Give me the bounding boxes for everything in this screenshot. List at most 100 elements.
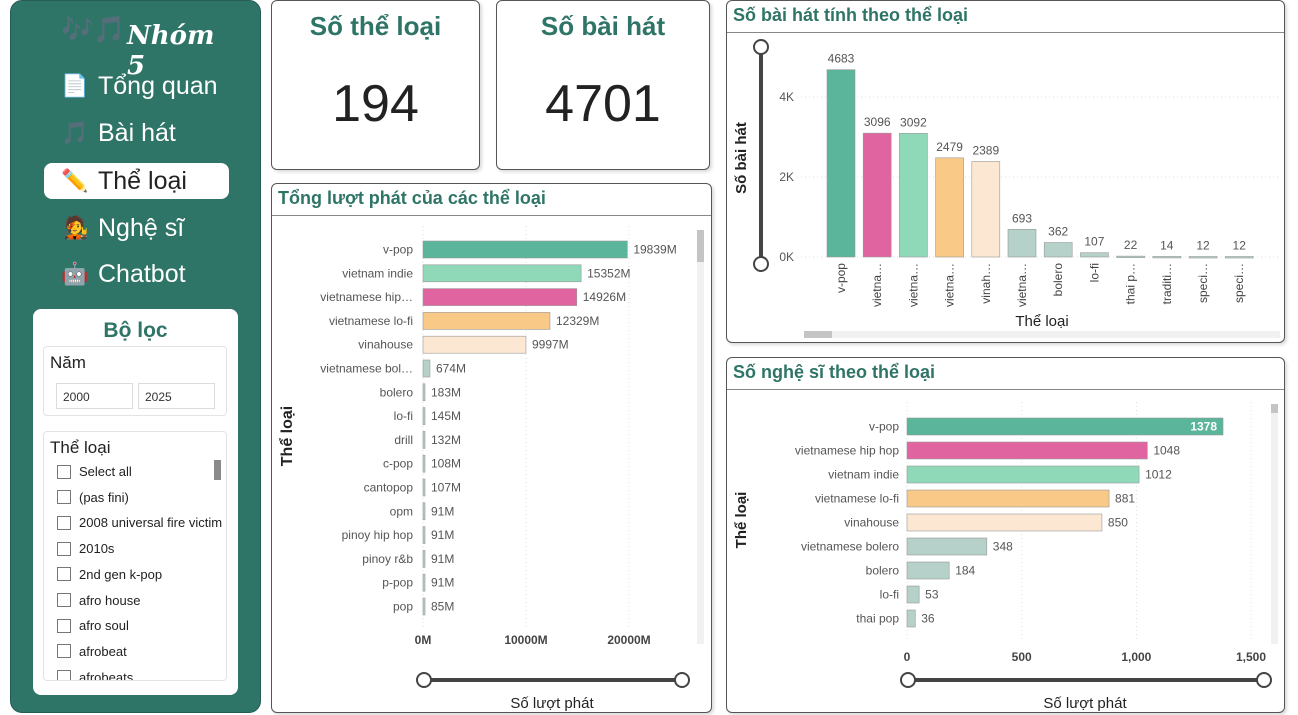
bar	[422, 431, 426, 449]
scrollbar-thumb[interactable]	[804, 331, 832, 338]
y-tick-label: cantopop	[364, 481, 414, 495]
plays-by-genre-panel: Tổng lượt phát của các thể loại v-pop 198…	[271, 183, 712, 713]
checkbox[interactable]	[57, 464, 71, 479]
nav-item-2[interactable]: ✏️ Thể loại	[44, 163, 229, 199]
data-label: 183M	[431, 385, 461, 399]
scrollbar-thumb[interactable]	[697, 230, 704, 262]
checkbox[interactable]	[57, 670, 71, 680]
checkbox[interactable]	[57, 593, 71, 607]
data-label: 14	[1160, 238, 1174, 252]
genre-count-title: Số thể loại	[309, 11, 442, 41]
y-range-slider-handle[interactable]	[753, 256, 769, 272]
y-tick-label: drill	[394, 433, 413, 447]
y-axis-title: Thể loại	[733, 492, 750, 549]
y-tick-label: vietnamese lo-fi	[815, 492, 899, 506]
bar	[422, 264, 582, 283]
data-label: 2389	[972, 143, 999, 157]
x-range-slider-handle[interactable]	[416, 672, 432, 688]
data-label: 850	[1108, 516, 1128, 530]
year-to-input[interactable]: 2025	[138, 383, 215, 409]
y-tick-label: vietnam indie	[828, 468, 899, 482]
data-label: 674M	[436, 362, 466, 376]
data-label: 184	[955, 564, 975, 578]
x-axis-title: Số lượt phát	[510, 695, 594, 712]
data-label: 1048	[1153, 444, 1180, 458]
data-label: 36	[921, 612, 935, 626]
genre-option[interactable]: 2nd gen k-pop	[57, 567, 222, 582]
bar	[971, 161, 1001, 258]
nav-item-label: Bài hát	[98, 118, 176, 147]
logo: 🎶🎵 Nhóm 5	[61, 11, 221, 81]
songs-chart-title: Số bài hát tính theo thể loại	[733, 5, 969, 25]
data-label: 881	[1115, 492, 1135, 506]
x-tick-label: lo-fi	[1087, 263, 1101, 282]
artists-chart-title: Số nghệ sĩ theo thể loại	[733, 362, 936, 382]
data-label: 107M	[431, 481, 461, 495]
y-tick-label: bolero	[380, 385, 414, 399]
data-label: 1378	[1190, 420, 1217, 434]
genre-option[interactable]: afro soul	[57, 618, 222, 633]
nav-item-4[interactable]: 🤖 Chatbot	[44, 256, 229, 292]
checkbox[interactable]	[57, 567, 71, 582]
bar	[1007, 228, 1037, 258]
nav-item-1[interactable]: 🎵 Bài hát	[44, 115, 229, 151]
x-range-slider-handle[interactable]	[1256, 672, 1272, 688]
y-tick-label: vietnamese hip hop	[795, 444, 899, 458]
y-tick-label: v-pop	[383, 243, 413, 257]
data-label: 4683	[828, 52, 855, 66]
checkbox[interactable]	[57, 490, 71, 505]
y-tick-label: vietnamese hip…	[320, 290, 413, 304]
genre-option[interactable]: (pas fini)	[57, 490, 222, 505]
x-tick-label: speci…	[1196, 263, 1210, 303]
y-range-slider-handle[interactable]	[753, 39, 769, 55]
scrollbar-thumb[interactable]	[1271, 404, 1278, 413]
nav-item-label: Chatbot	[98, 259, 186, 288]
song-count-value: 4701	[545, 75, 661, 133]
y-tick-label: lo-fi	[394, 409, 413, 423]
genre-option[interactable]: afrobeat	[57, 644, 222, 659]
plays-chart-title: Tổng lượt phát của các thể loại	[278, 188, 546, 208]
checkbox[interactable]	[57, 515, 71, 530]
bar	[422, 550, 426, 568]
genre-option[interactable]: Select all	[57, 464, 222, 479]
bar	[1224, 256, 1254, 259]
genre-option[interactable]: 2008 universal fire victim	[57, 515, 222, 530]
y-tick-label: bolero	[866, 564, 900, 578]
data-label: 22	[1124, 238, 1138, 252]
data-label: 19839M	[633, 243, 676, 257]
x-axis-title: Thể loại	[1015, 313, 1068, 330]
x-tick-label: 1,000	[1121, 650, 1151, 664]
artists-chart: v-pop 1378 vietnamese hip hop 1048 vietnam i…	[733, 402, 1278, 712]
genre-count-value: 194	[332, 75, 419, 133]
genre-option[interactable]: afro house	[57, 593, 222, 608]
x-tick-label: bolero	[1051, 263, 1065, 297]
bar	[906, 537, 988, 556]
x-range-slider-handle[interactable]	[900, 672, 916, 688]
data-label: 91M	[431, 576, 454, 590]
bar	[1152, 256, 1182, 259]
genre-option-label: afro soul	[79, 618, 129, 634]
checkbox[interactable]	[57, 541, 71, 556]
checkbox[interactable]	[57, 644, 71, 659]
nav-item-0[interactable]: 📄 Tổng quan	[44, 68, 229, 104]
genre-option-label: afro house	[79, 592, 141, 608]
nav-item-3[interactable]: 🧑‍🎤 Nghệ sĩ	[44, 210, 229, 246]
bar	[422, 573, 426, 592]
data-label: 132M	[431, 433, 461, 447]
y-tick-label: vietnamese bol…	[320, 362, 413, 376]
year-from-input[interactable]: 2000	[56, 383, 133, 409]
genre-option[interactable]: 2010s	[57, 541, 222, 556]
divider	[727, 32, 1284, 33]
genre-list-scrollbar[interactable]	[214, 460, 221, 480]
year-slicer: Năm 2000 2025	[43, 346, 227, 416]
data-label: 91M	[431, 528, 454, 542]
nav-item-label: Nghệ sĩ	[98, 213, 185, 242]
x-tick-label: v-pop	[834, 263, 848, 293]
checkbox[interactable]	[57, 618, 71, 633]
genre-option[interactable]: afrobeats	[57, 670, 222, 680]
nav-item-label: Tổng quan	[98, 71, 218, 100]
y-tick-label: vinahouse	[844, 516, 899, 530]
x-range-slider-handle[interactable]	[674, 672, 690, 688]
x-tick-label: 0	[904, 650, 911, 664]
y-tick-label: v-pop	[869, 420, 899, 434]
